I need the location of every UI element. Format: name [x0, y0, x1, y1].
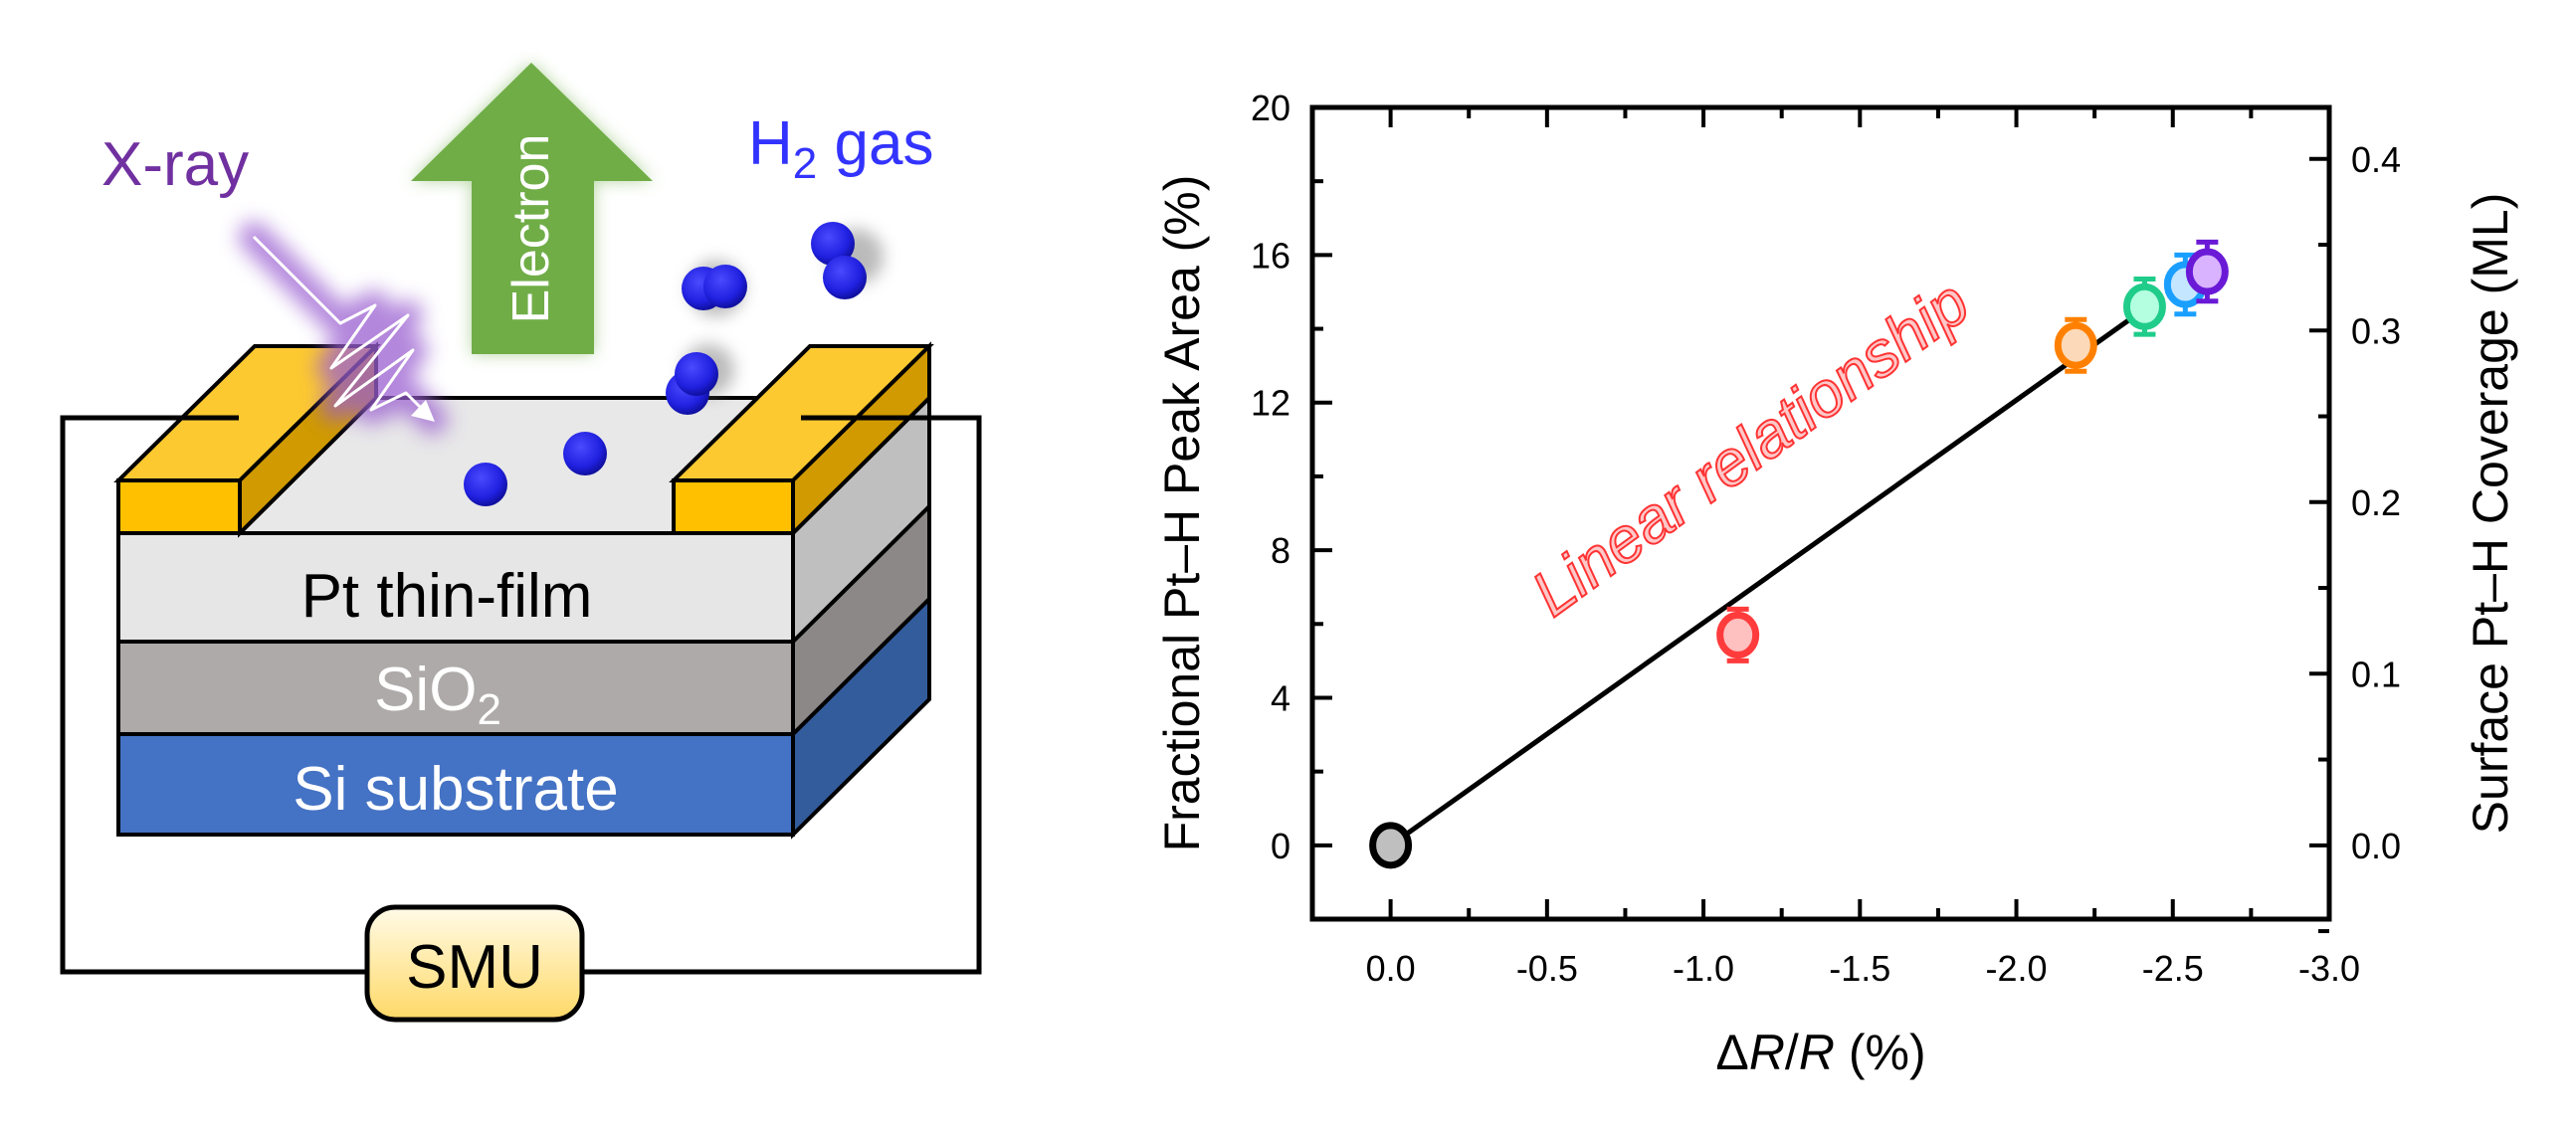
- hydrogen-atom: [464, 463, 507, 506]
- x-tick-label: -2.5: [2142, 948, 2204, 989]
- y-tick-label: 8: [1271, 530, 1290, 571]
- plot-frame: [1309, 104, 2332, 922]
- data-point: [2122, 283, 2166, 330]
- xray-label: X-ray: [101, 130, 249, 199]
- hydrogen-atom: [823, 256, 867, 299]
- xray-arrowhead-icon: [411, 400, 435, 422]
- chart: 0.0 -0.5 -1.0 -1.5 -2.0 -2.5 -3.0 0 4 8 12 16 20 0.0 0…: [1154, 88, 2518, 1080]
- y-tick-label: 0: [1271, 826, 1290, 866]
- fit-line: [1389, 315, 2134, 848]
- linear-relationship-annotation: Linear relationship: [1518, 266, 1981, 630]
- y-tick-label: 4: [1271, 677, 1290, 718]
- y-tick-label: 20: [1251, 88, 1290, 128]
- layer-label-si: Si substrate: [293, 755, 618, 824]
- right-electrode-front: [672, 478, 795, 535]
- x-tick-label: -3.0: [2298, 948, 2360, 989]
- y-tick-label: 16: [1251, 235, 1290, 276]
- smu-box: [364, 904, 585, 1023]
- y2-tick-label: 0.0: [2351, 826, 2401, 866]
- data-point: [2185, 248, 2229, 295]
- x-tick-label: -2.0: [1986, 948, 2048, 989]
- si-substrate-front: [116, 732, 795, 837]
- hydrogen-atom: [811, 222, 855, 266]
- y2-tick-label: 0.3: [2351, 310, 2401, 351]
- electron-arrow-icon: [411, 63, 653, 354]
- y2-axis-title: Surface Pt–H Coverage (ML): [2463, 193, 2518, 835]
- data-point: [1369, 822, 1413, 869]
- y2-tick-label: 0.1: [2351, 654, 2401, 694]
- xray-beam-icon: [252, 235, 425, 412]
- hydrogen-atom: [563, 432, 607, 475]
- x-tick-label: -1.0: [1673, 948, 1734, 989]
- data-point: [2054, 321, 2097, 369]
- x-tick-label: -1.5: [1829, 948, 1890, 989]
- hydrogen-atom: [703, 265, 747, 308]
- smu-label: SMU: [406, 933, 543, 1002]
- data-point: [1716, 611, 1760, 659]
- sio2-layer-front: [116, 640, 795, 736]
- hydrogen-atom: [675, 352, 718, 396]
- h2-gas-label: H2 gas: [748, 109, 933, 188]
- y-tick-label: 12: [1251, 383, 1290, 424]
- electron-label: Electron: [502, 134, 560, 324]
- layer-label-pt: Pt thin-film: [301, 562, 593, 631]
- h2-molecules: [464, 222, 884, 506]
- layer-label-sio2: SiO2: [374, 656, 501, 734]
- x-tick-label: 0.0: [1366, 948, 1416, 989]
- y2-tick-label: 0.4: [2351, 139, 2401, 180]
- x-axis-title: ΔR/R (%): [1715, 1025, 1925, 1080]
- x-tick-label: -0.5: [1516, 948, 1578, 989]
- y-axis-title: Fractional Pt–H Peak Area (%): [1154, 175, 1210, 852]
- left-electrode-front: [116, 478, 242, 535]
- device-diagram: Pt thin-film SiO2 Si substrate SMU Elect…: [60, 63, 982, 1023]
- y2-tick-label: 0.2: [2351, 482, 2401, 523]
